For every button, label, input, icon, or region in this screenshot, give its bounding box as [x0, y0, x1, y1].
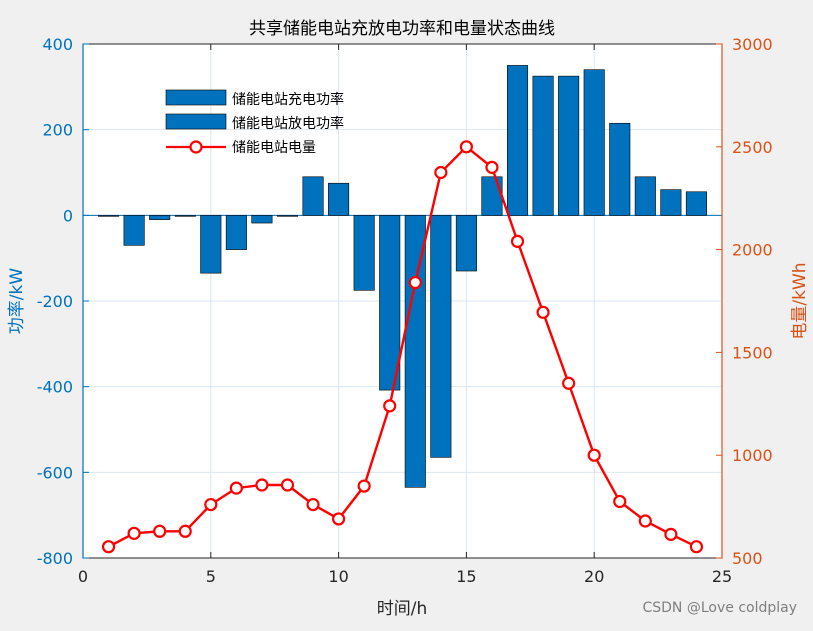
energy-point [383, 399, 397, 413]
right-y-tick-label: 2500 [732, 138, 773, 157]
left-y-axis-label: 功率/kW [7, 268, 27, 335]
bar-discharge [149, 215, 171, 220]
left-y-tick-label: 0 [63, 206, 73, 225]
bar-charge [660, 189, 682, 216]
energy-point [332, 512, 346, 526]
bar-charge [532, 75, 554, 216]
bar-discharge [225, 215, 247, 250]
legend-marker-energy [189, 140, 203, 154]
energy-point [255, 478, 269, 492]
x-tick-label: 20 [584, 567, 604, 586]
bar-charge [685, 191, 707, 216]
legend-label-charge: 储能电站充电功率 [232, 91, 344, 108]
energy-point [536, 305, 550, 319]
bar-discharge [276, 215, 299, 217]
legend-swatch-discharge [165, 113, 227, 130]
bar-discharge [98, 215, 120, 217]
right-y-tick-label: 2000 [732, 241, 773, 260]
x-tick-label: 0 [78, 567, 88, 586]
energy-point [153, 524, 167, 538]
energy-point [357, 479, 371, 493]
energy-point [178, 524, 192, 538]
energy-point [408, 275, 422, 290]
bar-discharge [379, 215, 401, 391]
bar-charge [506, 65, 529, 216]
energy-point [127, 526, 141, 540]
left-y-tick-label: 200 [42, 121, 73, 140]
energy-point [485, 160, 499, 174]
x-axis-label: 时间/h [377, 599, 428, 619]
left-y-tick-label: -600 [37, 463, 73, 482]
energy-point [306, 497, 320, 512]
right-y-tick-label: 1000 [732, 446, 773, 465]
x-tick-label: 10 [328, 567, 348, 586]
x-tick-label: 25 [712, 567, 732, 586]
bar-charge [302, 176, 324, 216]
right-y-tick-label: 1500 [732, 343, 773, 362]
x-tick-label: 15 [456, 567, 476, 586]
legend-label-energy: 储能电站电量 [232, 140, 316, 156]
right-y-axis-label: 电量/kWh [790, 262, 810, 339]
energy-point [510, 234, 525, 248]
energy-point [664, 527, 678, 541]
right-y-tick-label: 3000 [732, 35, 773, 54]
energy-point [459, 140, 473, 154]
bar-discharge [123, 215, 145, 246]
energy-point [613, 494, 627, 509]
bar-discharge [455, 215, 477, 272]
right-y-tick-label: 500 [732, 549, 763, 568]
chart-title: 共享储能电站充放电功率和电量状态曲线 [249, 19, 555, 39]
bar-charge [328, 182, 350, 216]
energy-point [638, 514, 652, 528]
legend-label-discharge: 储能电站放电功率 [232, 115, 344, 132]
left-y-tick-label: -800 [37, 549, 73, 568]
energy-point [101, 540, 116, 554]
line-series [101, 140, 704, 554]
bar-discharge [251, 215, 273, 224]
energy-point [562, 376, 576, 390]
bar-charge [558, 75, 580, 216]
legend-swatch-charge [165, 89, 227, 106]
energy-point [587, 448, 601, 462]
left-y-tick-label: -400 [37, 378, 73, 397]
bar-charge [481, 176, 503, 216]
left-y-tick-label: 400 [42, 35, 73, 54]
energy-point [434, 165, 448, 180]
bar-charge [609, 122, 631, 216]
bar-discharge [430, 215, 452, 458]
energy-point [229, 481, 243, 495]
bar-discharge [174, 215, 196, 217]
energy-point [689, 540, 704, 554]
bar-charge [634, 176, 656, 216]
bar-discharge [200, 215, 222, 274]
bar-charge [583, 69, 605, 216]
energy-point [204, 497, 218, 512]
legend: 储能电站充电功率 储能电站放电功率 储能电站电量 [165, 89, 344, 156]
bar-discharge [353, 215, 375, 291]
axes: 0 5 10 15 20 25 -800 -600 -400 -200 0 200 400 500 1000… [37, 35, 773, 586]
watermark: CSDN @Love coldplay [642, 600, 797, 616]
energy-point [280, 478, 295, 492]
left-y-tick-label: -200 [37, 292, 73, 311]
x-tick-label: 5 [206, 567, 216, 586]
